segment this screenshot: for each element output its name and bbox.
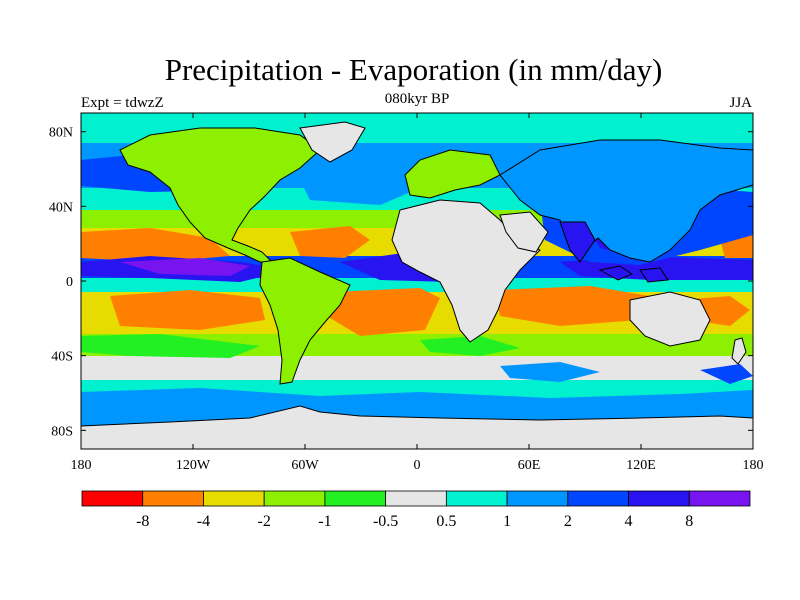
colorbar-label: -8: [136, 513, 149, 530]
lon-label: 60E: [518, 458, 541, 473]
lat-label: 40N: [49, 200, 73, 215]
colorbar-label: -0.5: [373, 513, 398, 530]
lat-label: 80S: [51, 424, 73, 439]
colorbar-box: [263, 490, 326, 507]
colorbar-box: [506, 490, 569, 507]
lat-label: 0: [66, 275, 73, 290]
colorbar-box: [203, 490, 265, 507]
colorbar-label: -2: [258, 513, 271, 530]
lon-label: 180: [71, 458, 92, 473]
longitude-axis: 180 120W 60W 0 60E 120E 180: [71, 113, 764, 473]
colorbar-label: 1: [503, 513, 511, 530]
plot-subtitle: 080kyr BP: [384, 91, 450, 107]
lon-label: 180: [743, 458, 764, 473]
colorbar-box: [445, 490, 508, 507]
lon-label: 0: [414, 458, 421, 473]
experiment-label: Expt = tdwzZ: [81, 95, 164, 111]
lat-label: 40S: [51, 350, 73, 365]
lon-label: 120W: [176, 458, 211, 473]
colorbar-box: [324, 490, 387, 507]
colorbar-box: [628, 490, 690, 507]
plot-title: Precipitation - Evaporation (in mm/day): [164, 52, 663, 87]
colorbar-box: [567, 490, 629, 507]
colorbar-label: 0.5: [436, 513, 456, 530]
season-label: JJA: [729, 95, 752, 111]
colorbar-label: -1: [318, 513, 331, 530]
precip-field: [81, 113, 753, 449]
continents: [81, 121, 753, 449]
colorbar-label: 2: [564, 513, 572, 530]
lat-label: 80N: [49, 126, 73, 141]
colorbar-box: [385, 490, 447, 507]
colorbar-label: 8: [685, 513, 693, 530]
colorbar-box: [81, 490, 144, 507]
colorbar: -8 -4 -2 -1 -0.5 0.5 1 2 4 8: [81, 490, 751, 530]
colorbar-label: -4: [197, 513, 210, 530]
latitude-axis: 80N 40N 0 40S 80S: [49, 126, 753, 439]
lon-label: 60W: [291, 458, 319, 473]
colorbar-label: 4: [625, 513, 633, 530]
colorbar-box: [688, 490, 751, 507]
colorbar-box: [142, 490, 204, 507]
lon-label: 120E: [626, 458, 656, 473]
